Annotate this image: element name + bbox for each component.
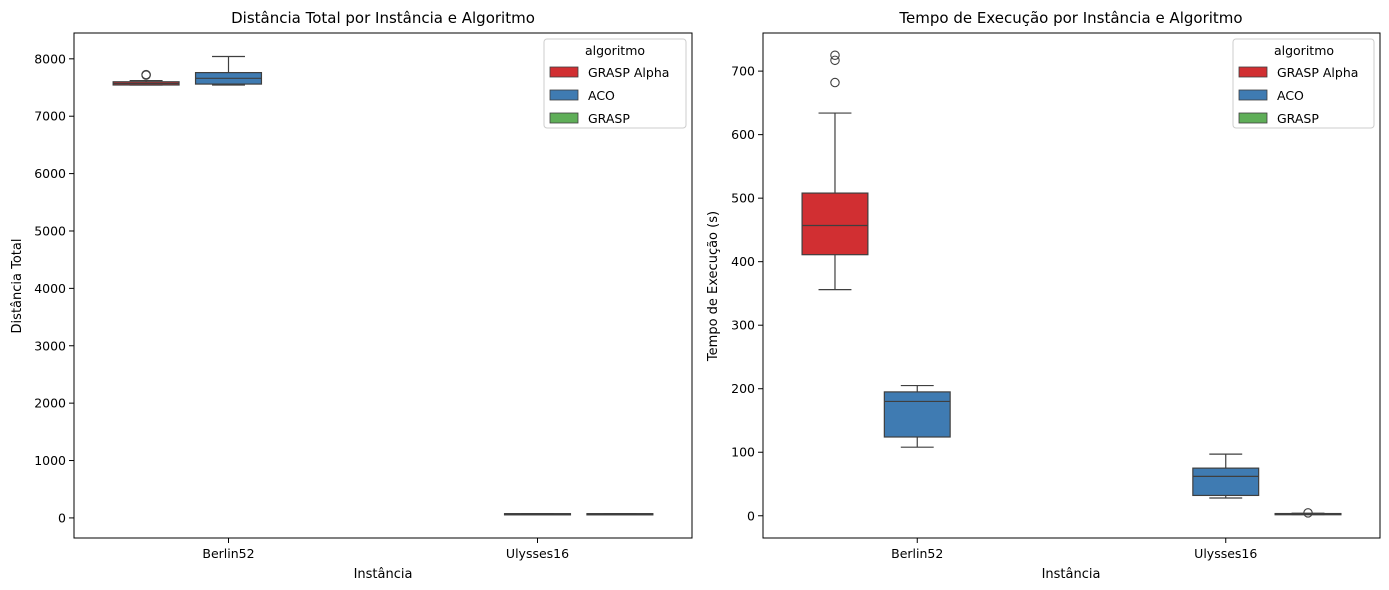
legend: algoritmo GRASP Alpha ACO GRASP: [1232, 38, 1375, 129]
legend-label-aco: ACO: [1277, 88, 1304, 103]
outlier-point: [830, 77, 840, 88]
y-tick-label: 400: [731, 254, 755, 269]
legend-title: algoritmo: [1274, 43, 1334, 58]
boxes: [112, 55, 654, 516]
box-grasp-alpha-berlin52: [801, 50, 869, 291]
legend-swatch-grasp: [549, 112, 579, 124]
box-body: [1192, 467, 1260, 497]
legend: algoritmo GRASP Alpha ACO GRASP: [543, 38, 687, 129]
y-axis-label: Distância Total: [10, 239, 25, 334]
y-tick-label: 3000: [34, 338, 66, 353]
y-ticks: 0 1000 2000 3000 4000 5000 6000 7000 8000: [34, 51, 74, 525]
box-body: [801, 192, 869, 256]
legend-swatch-grasp: [1238, 112, 1268, 124]
x-axis-label: Instância: [354, 567, 413, 582]
chart-distancia-total: Distância Total por Instância e Algoritm…: [10, 9, 693, 582]
y-tick-label: 7000: [34, 109, 66, 124]
x-ticks: Berlin52 Ulysses16: [891, 538, 1257, 561]
y-axis-label: Tempo de Execução (s): [706, 211, 721, 362]
chart-tempo-execucao: Tempo de Execução por Instância e Algori…: [706, 9, 1381, 582]
x-tick-label: Ulysses16: [506, 546, 569, 561]
y-tick-label: 300: [731, 318, 755, 333]
y-ticks: 0 100 200 300 400 500 600 700: [731, 64, 763, 523]
legend-swatch-aco: [549, 89, 579, 101]
box-grasp-ulysses16: [1274, 508, 1342, 518]
legend-label-grasp-alpha: GRASP Alpha: [588, 65, 669, 80]
x-tick-label: Berlin52: [202, 546, 254, 561]
box-aco-berlin52: [883, 384, 951, 448]
plot-frame: [762, 32, 1381, 539]
x-ticks: Berlin52 Ulysses16: [202, 538, 569, 561]
outlier-point: [141, 69, 151, 80]
boxes: [801, 50, 1342, 518]
outlier-point: [830, 50, 840, 60]
y-tick-label: 4000: [34, 281, 66, 296]
y-tick-label: 700: [731, 64, 755, 79]
legend-swatch-aco: [1238, 89, 1268, 101]
plot-frame: [73, 32, 693, 539]
box-grasp-ulysses16: [586, 513, 654, 516]
y-tick-label: 200: [731, 381, 755, 396]
x-axis-label: Instância: [1042, 567, 1101, 582]
y-tick-label: 6000: [34, 166, 66, 181]
y-tick-label: 0: [747, 508, 755, 523]
legend-box: [1232, 38, 1375, 129]
legend-swatch-grasp-alpha: [1238, 66, 1268, 78]
box-grasp-alpha-berlin52: [112, 69, 180, 86]
legend-label-grasp: GRASP: [1277, 111, 1319, 126]
y-tick-label: 600: [731, 127, 755, 142]
y-tick-label: 0: [58, 510, 66, 525]
y-tick-label: 2000: [34, 396, 66, 411]
y-tick-label: 100: [731, 445, 755, 460]
chart-title: Distância Total por Instância e Algoritm…: [231, 9, 535, 27]
legend-swatch-grasp-alpha: [549, 66, 579, 78]
chart-title: Tempo de Execução por Instância e Algori…: [898, 9, 1242, 27]
x-tick-label: Ulysses16: [1194, 546, 1257, 561]
outlier-point: [1303, 508, 1313, 518]
y-tick-label: 500: [731, 191, 755, 206]
legend-label-grasp-alpha: GRASP Alpha: [1277, 65, 1358, 80]
box-body: [883, 391, 951, 438]
box-aco-ulysses16: [503, 513, 572, 516]
box-aco-berlin52: [194, 55, 263, 86]
y-tick-label: 5000: [34, 223, 66, 238]
legend-title: algoritmo: [585, 43, 645, 58]
box-aco-ulysses16: [1192, 453, 1260, 499]
legend-label-aco: ACO: [588, 88, 615, 103]
outlier-point: [830, 55, 840, 66]
y-tick-label: 1000: [34, 453, 66, 468]
x-tick-label: Berlin52: [891, 546, 943, 561]
y-tick-label: 8000: [34, 51, 66, 66]
legend-box: [543, 38, 687, 129]
legend-label-grasp: GRASP: [588, 111, 630, 126]
